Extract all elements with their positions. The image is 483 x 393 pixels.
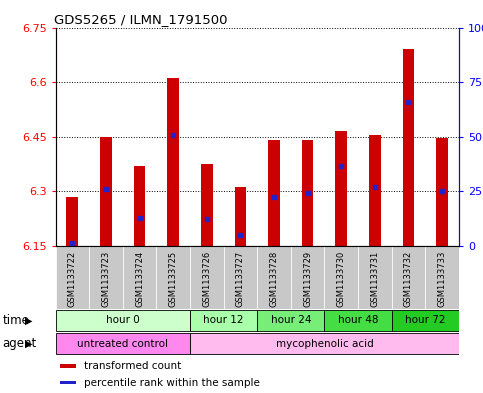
Text: hour 12: hour 12 [203,315,244,325]
Text: hour 0: hour 0 [106,315,140,325]
Text: GSM1133731: GSM1133731 [370,251,379,307]
Bar [235,187,246,246]
Bar [402,49,414,246]
Text: hour 24: hour 24 [270,315,311,325]
Text: time: time [2,314,29,327]
Bar [436,138,448,246]
Text: GSM1133723: GSM1133723 [101,251,111,307]
Bar [257,310,325,331]
Text: ▶: ▶ [25,339,33,349]
Text: GSM1133728: GSM1133728 [270,251,279,307]
Text: hour 48: hour 48 [338,315,378,325]
Bar [325,310,392,331]
Text: GSM1133732: GSM1133732 [404,251,413,307]
Text: percentile rank within the sample: percentile rank within the sample [84,378,260,387]
Bar [325,246,358,309]
Bar [56,246,89,309]
Text: GSM1133724: GSM1133724 [135,251,144,307]
Bar [123,246,156,309]
Bar [167,78,179,246]
Text: hour 72: hour 72 [405,315,445,325]
Text: mycophenolic acid: mycophenolic acid [275,339,373,349]
Bar [425,246,459,309]
Bar [268,140,280,246]
Bar [56,333,190,354]
Bar [392,246,425,309]
Text: GSM1133727: GSM1133727 [236,251,245,307]
Text: GSM1133726: GSM1133726 [202,251,211,307]
Bar [59,364,76,368]
Bar [67,196,78,246]
Bar [257,246,291,309]
Bar [89,246,123,309]
Bar [369,135,381,246]
Bar [190,246,224,309]
Bar [134,166,145,246]
Bar [56,310,190,331]
Bar [335,131,347,246]
Bar [100,136,112,246]
Bar [190,310,257,331]
Text: GSM1133730: GSM1133730 [337,251,346,307]
Text: GSM1133722: GSM1133722 [68,251,77,307]
Bar [392,310,459,331]
Text: GSM1133725: GSM1133725 [169,251,178,307]
Text: agent: agent [2,337,37,351]
Text: transformed count: transformed count [84,361,181,371]
Text: GDS5265 / ILMN_1791500: GDS5265 / ILMN_1791500 [54,13,227,26]
Bar [59,381,76,384]
Text: untreated control: untreated control [77,339,168,349]
Text: GSM1133729: GSM1133729 [303,251,312,307]
Bar [156,246,190,309]
Bar [190,333,459,354]
Bar [224,246,257,309]
Bar [201,164,213,246]
Text: GSM1133733: GSM1133733 [438,251,447,307]
Bar [291,246,325,309]
Bar [358,246,392,309]
Bar [302,140,313,246]
Text: ▶: ▶ [25,315,33,325]
